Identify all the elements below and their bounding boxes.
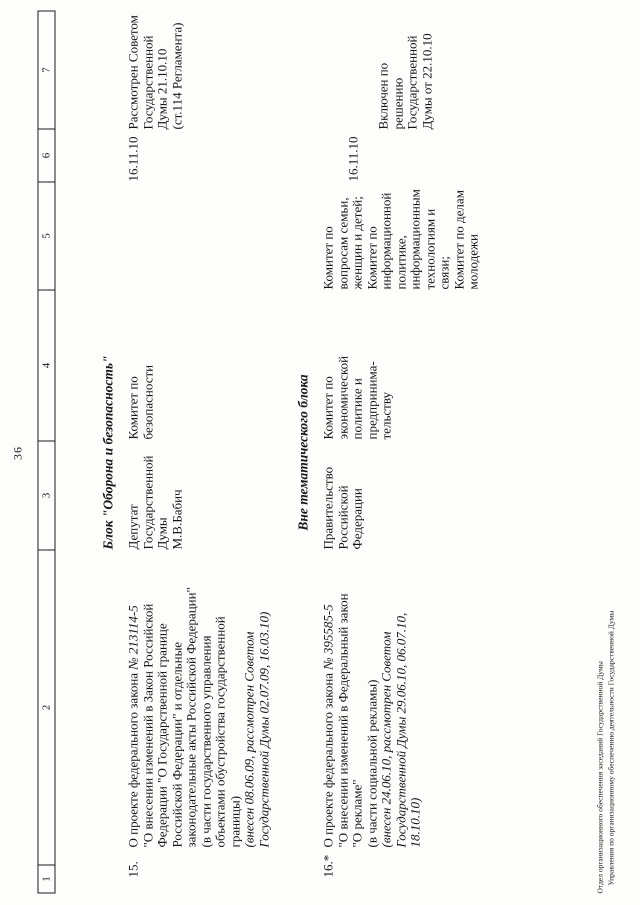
row-number: 15. bbox=[125, 860, 140, 877]
law-number: № 213114-5 bbox=[125, 604, 140, 670]
law-history-note: (внесен 24.06.10, рассмотрен Советом Гос… bbox=[378, 612, 422, 847]
law-row-15: 15. О проекте федерального закона № 2131… bbox=[125, 11, 271, 893]
table-header-row: 1 2 3 4 5 6 7 bbox=[37, 10, 55, 893]
law-subject-text: "О внесении изменений в Федеральный зако… bbox=[334, 592, 379, 847]
co-committees-cell: Комитет по вопросам семьи, женщин и дете… bbox=[320, 188, 480, 289]
law-row-16: 16.* О проекте федерального закона № 395… bbox=[320, 11, 481, 893]
footer-department-line: Отдел организационного обеспечения засед… bbox=[595, 660, 604, 893]
law-title-cell: О проекте федерального закона № 213114-5… bbox=[125, 549, 271, 847]
column-header-4: 4 bbox=[37, 289, 55, 441]
column-header-5: 5 bbox=[37, 181, 55, 290]
column-header-6: 6 bbox=[37, 128, 55, 182]
initiator-cell: Депутат Государственной Думы М.В.Бабич bbox=[125, 454, 184, 549]
section-heading-outside-block: Вне тематического блока bbox=[295, 373, 310, 531]
law-title-text: О проекте федерального закона bbox=[125, 669, 140, 847]
initiator-cell: Правительство Российской Федерации bbox=[320, 466, 364, 549]
law-number: № 395585-5 bbox=[320, 603, 335, 670]
status-cell: Рассмотрен Советом Государственной Думы … bbox=[125, 14, 184, 129]
date-cell: 16.11.10 bbox=[125, 135, 140, 181]
responsible-committee-cell: Комитет по экономической политике и пред… bbox=[320, 355, 393, 439]
page-footer: Отдел организационного обеспечения засед… bbox=[594, 610, 616, 893]
column-header-1: 1 bbox=[37, 864, 55, 893]
status-cell: Включен по решению Государственной Думы … bbox=[375, 32, 434, 129]
law-title-text: О проекте федерального закона bbox=[320, 669, 335, 847]
column-header-3: 3 bbox=[37, 440, 55, 550]
law-subject-text: "О внесении изменений в Закон Российской… bbox=[139, 586, 242, 847]
footer-administration-line: Управления по организационному обеспечен… bbox=[606, 610, 615, 885]
page-number: 36 bbox=[10, 445, 24, 460]
column-header-2: 2 bbox=[37, 549, 55, 865]
row-number: 16.* bbox=[320, 854, 335, 877]
column-header-7: 7 bbox=[37, 10, 55, 129]
section-heading-defense-block: Блок "Оборона и безопасность" bbox=[100, 354, 115, 550]
date-cell: 16.11.10 bbox=[345, 135, 360, 181]
law-history-note: (внесен 08.06.09, рассмотрен Советом Гос… bbox=[241, 611, 271, 847]
responsible-committee-cell: Комитет по безопасности bbox=[125, 364, 155, 439]
law-title-cell: О проекте федерального закона № 395585-5… bbox=[320, 549, 423, 847]
